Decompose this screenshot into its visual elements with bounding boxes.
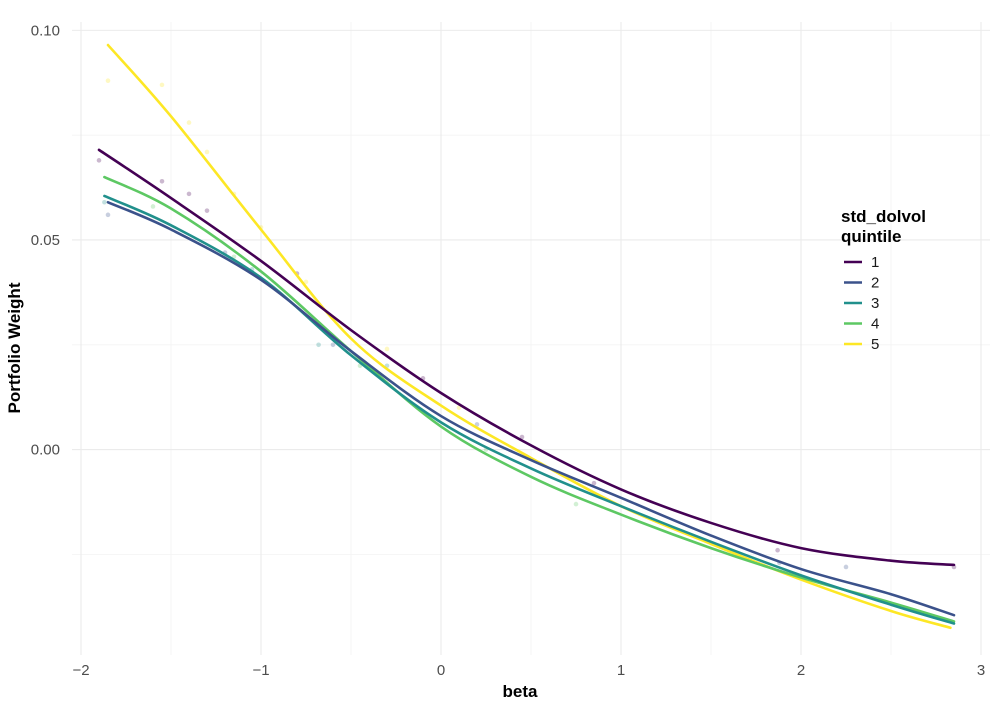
data-point xyxy=(105,78,111,83)
x-tick-labels: −2 −1 0 1 2 3 xyxy=(72,662,985,679)
x-tick-label: 2 xyxy=(797,662,805,679)
legend-label-3: 3 xyxy=(871,295,879,312)
data-point xyxy=(204,149,210,155)
legend-items: 1 2 3 4 5 xyxy=(844,254,879,353)
series-line-3 xyxy=(103,194,956,625)
y-tick-labels: 0.00 0.05 0.10 xyxy=(31,22,60,458)
grid xyxy=(72,22,990,655)
series-line-5 xyxy=(106,43,952,630)
data-point xyxy=(96,158,102,163)
data-point xyxy=(316,342,321,348)
x-tick-label: −2 xyxy=(72,662,89,679)
data-point xyxy=(519,434,525,440)
data-point xyxy=(591,480,597,486)
series-line-4 xyxy=(103,175,956,623)
series-line-1 xyxy=(97,148,956,567)
data-point xyxy=(384,346,390,352)
x-tick-label: −1 xyxy=(252,662,269,679)
y-tick-label: 0.10 xyxy=(31,22,60,39)
x-tick-label: 0 xyxy=(437,662,445,679)
data-point xyxy=(330,342,336,348)
data-point xyxy=(843,564,849,570)
y-tick-label: 0.05 xyxy=(31,232,60,249)
x-tick-label: 3 xyxy=(977,662,985,679)
x-axis-title: beta xyxy=(503,682,539,701)
series-line-2 xyxy=(106,200,956,617)
data-point xyxy=(159,82,165,88)
legend-title-line2: quintile xyxy=(841,227,901,246)
data-point xyxy=(186,120,192,125)
data-point xyxy=(204,208,210,213)
data-point xyxy=(573,501,579,507)
legend-label-1: 1 xyxy=(871,254,879,271)
y-tick-label: 0.00 xyxy=(31,442,60,459)
legend-label-5: 5 xyxy=(871,336,879,353)
data-point xyxy=(150,204,156,209)
legend-label-4: 4 xyxy=(871,316,879,333)
data-point xyxy=(102,199,107,205)
legend: std_dolvol quintile 1 2 3 4 5 xyxy=(841,207,926,353)
x-tick-label: 1 xyxy=(617,662,625,679)
data-point xyxy=(775,547,780,553)
data-point xyxy=(159,178,165,184)
data-point xyxy=(456,405,462,410)
data-points xyxy=(96,78,957,570)
data-point xyxy=(186,191,192,197)
legend-label-2: 2 xyxy=(871,275,879,292)
data-point xyxy=(303,279,309,285)
y-axis-title: Portfolio Weight xyxy=(5,282,24,413)
series-lines xyxy=(97,43,956,630)
legend-title-line1: std_dolvol xyxy=(841,207,926,226)
data-point xyxy=(105,212,111,218)
